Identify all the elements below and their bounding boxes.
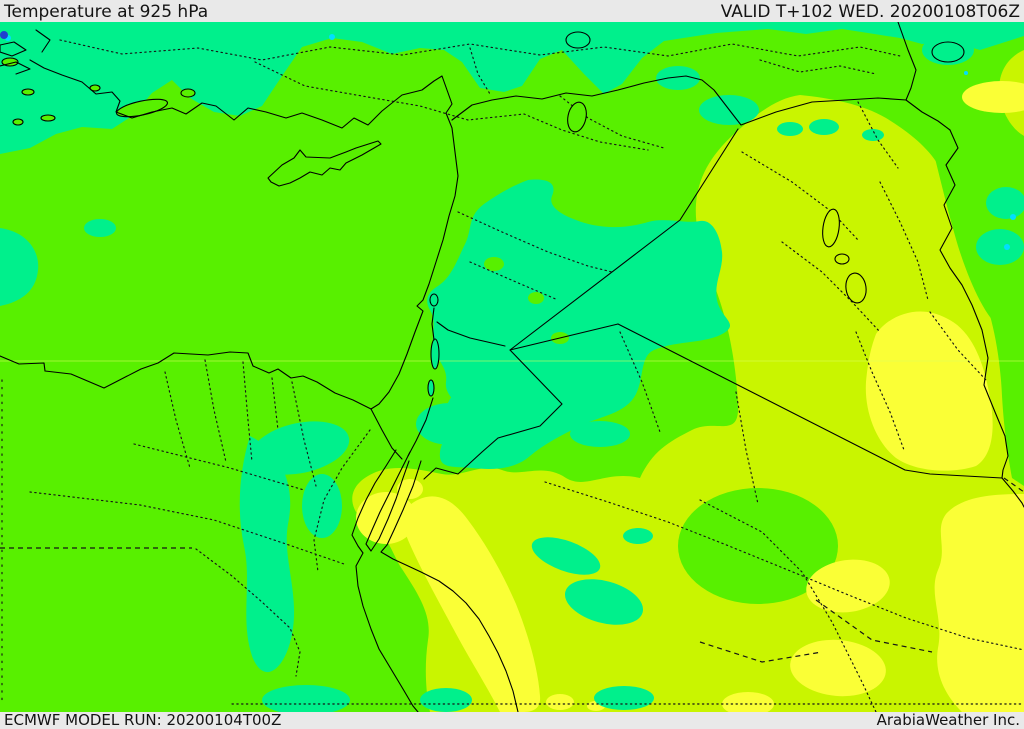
map-coastlines-borders bbox=[0, 22, 1024, 712]
map-canvas bbox=[0, 22, 1024, 712]
map-temperature-fill bbox=[0, 22, 1024, 712]
map-borders-dashed bbox=[0, 477, 1024, 663]
egypt-israel-border bbox=[370, 408, 403, 460]
valid-time-label: VALID T+102 WED. 20200108T06Z bbox=[720, 2, 1020, 22]
iraq-saudi-border bbox=[617, 323, 1003, 479]
mediterranean-coast bbox=[0, 59, 459, 410]
temperature-map bbox=[0, 22, 1024, 712]
model-run-label: ECMWF MODEL RUN: 20200104T00Z bbox=[4, 711, 282, 729]
red-sea-arabian-coast bbox=[380, 460, 519, 712]
dead-sea bbox=[430, 338, 440, 370]
map-footer-bar: ECMWF MODEL RUN: 20200104T00Z ArabiaWeat… bbox=[0, 712, 1024, 729]
red-sea-african-coast bbox=[351, 449, 419, 712]
turkey-south-border bbox=[451, 75, 951, 131]
brand-label: ArabiaWeather Inc. bbox=[876, 711, 1020, 729]
lake-tuz bbox=[567, 101, 587, 133]
jordan-saudi-border bbox=[423, 349, 563, 480]
map-admin-borders-dotted bbox=[1, 39, 1024, 712]
map-title: Temperature at 925 hPa bbox=[4, 2, 209, 22]
gulf-coast bbox=[1001, 477, 1024, 508]
sinai-gulfs-coast bbox=[365, 451, 411, 552]
syria-iraq-border bbox=[509, 128, 739, 351]
sea-of-galilee bbox=[429, 293, 439, 307]
map-header-bar: Temperature at 925 hPa VALID T+102 WED. … bbox=[0, 0, 1024, 22]
map-islands-lakes bbox=[1, 31, 965, 397]
cyprus-island bbox=[267, 140, 382, 187]
lake-van bbox=[931, 41, 965, 63]
cold-specks bbox=[0, 31, 1016, 250]
iran-iraq-border bbox=[939, 129, 1009, 479]
